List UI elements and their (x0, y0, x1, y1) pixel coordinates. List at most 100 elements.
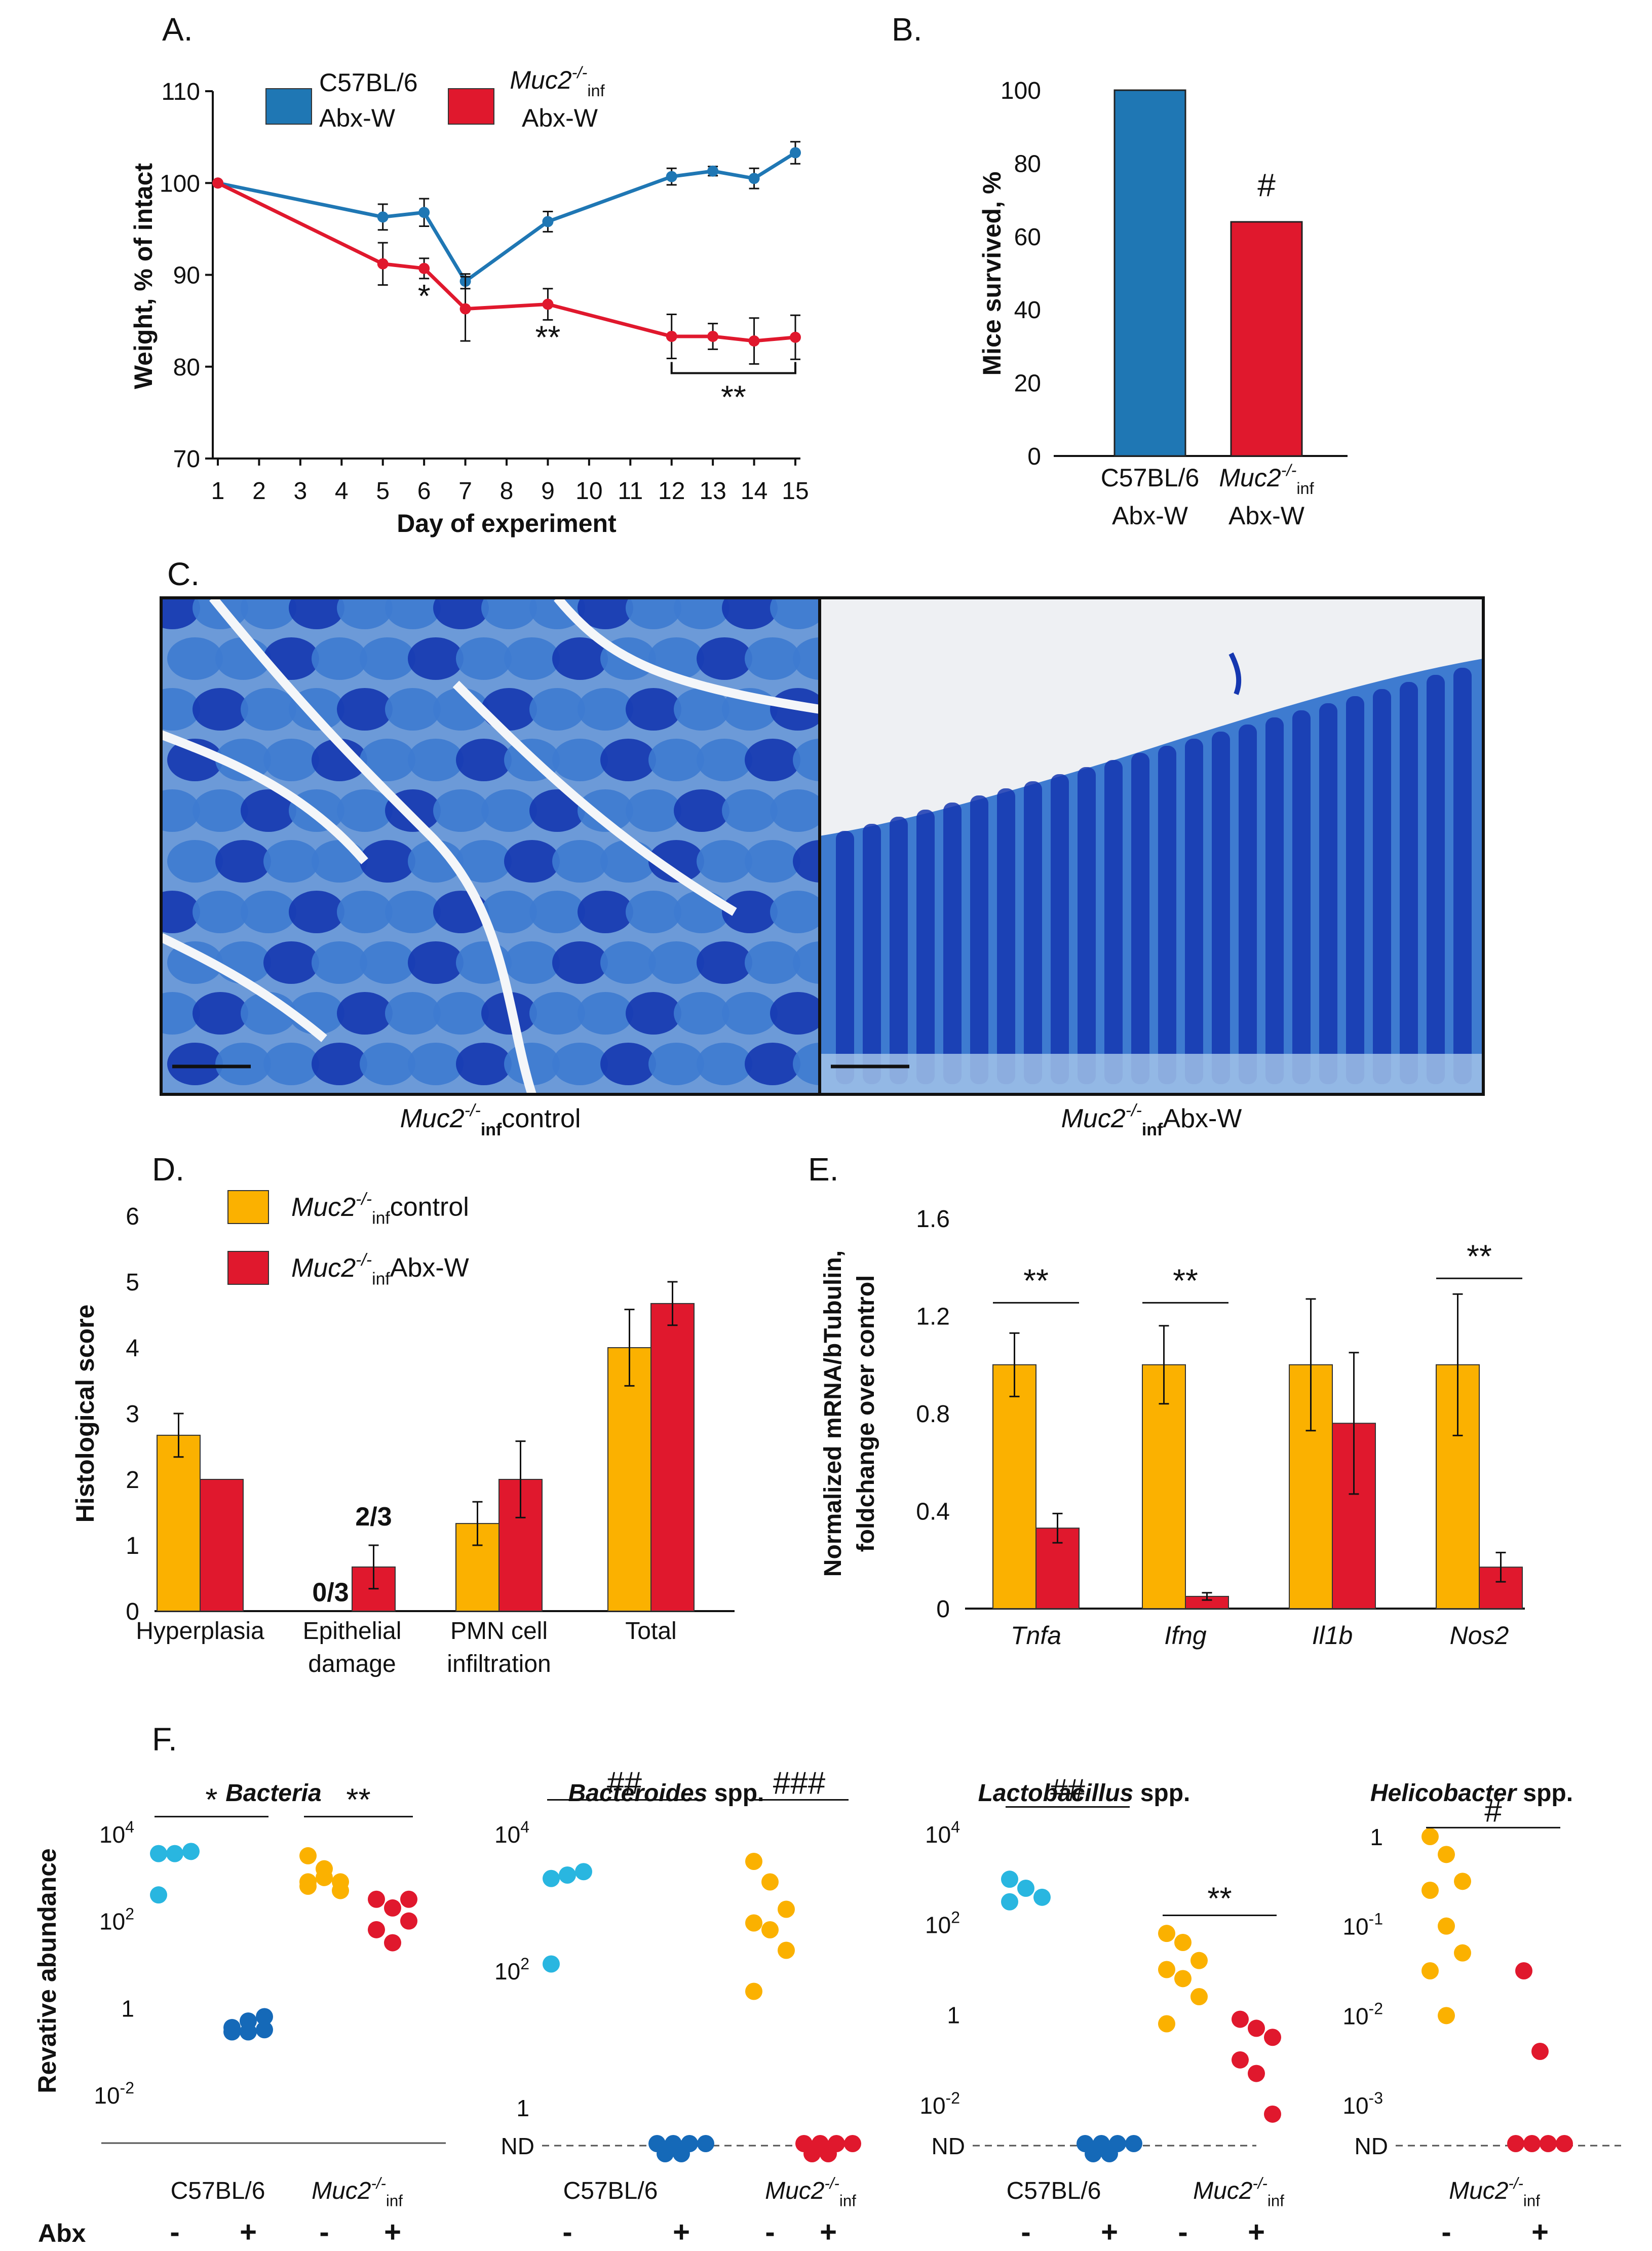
f-point (400, 1890, 417, 1908)
d-category-label-line1: PMN cell (450, 1618, 548, 1645)
histology-left-cell-cluster (161, 688, 200, 731)
histology-left-crypt-gap (161, 933, 327, 1042)
histology-left-cell-cluster (167, 840, 223, 883)
f-point (761, 1921, 779, 1938)
histology-right-villus (836, 831, 854, 1084)
e-y-tick-label: 1.6 (916, 1206, 950, 1233)
f-y-tick-label: 10-3 (1342, 2089, 1383, 2119)
f-group-label: Muc2-/-inf (765, 2174, 856, 2210)
b-significance-mark: # (1257, 167, 1276, 203)
histology-left-cell-cluster (600, 739, 656, 781)
e-y-axis-label-line1: Normalized mRNA/bTubulin, (820, 1250, 847, 1577)
a-x-tick-label: 5 (376, 478, 390, 505)
f-abx-sign: - (1178, 2216, 1187, 2248)
a-point (790, 331, 801, 343)
f-point (1248, 2019, 1265, 2037)
a-point (748, 335, 760, 347)
histology-left-cell-cluster (289, 891, 344, 933)
histology-left-cell-cluster (408, 637, 464, 680)
histology-left-cell-cluster (745, 1043, 800, 1085)
histology-left-cell-cluster (697, 637, 752, 680)
d-y-tick-label: 2 (126, 1467, 139, 1494)
histology-right-villus (1373, 689, 1391, 1084)
histology-left-cell-cluster (193, 992, 248, 1035)
f-abx-sign: + (1101, 2216, 1118, 2248)
histology-frame (160, 596, 1485, 1096)
histology-left-cell-cluster (745, 739, 800, 781)
f-nd-point (1540, 2135, 1557, 2152)
f-point (150, 1886, 167, 1904)
histology-left-cell-cluster (722, 891, 778, 933)
e-significance-mark: ** (1023, 1262, 1049, 1299)
a-y-axis-label: Weight, % of intact (129, 163, 158, 390)
histology-left-cell-cluster (241, 598, 296, 629)
f-abx-sign: + (1531, 2216, 1549, 2248)
d-bar (607, 1347, 651, 1612)
histology-left-cell-cluster (793, 941, 820, 984)
histology-left-cell-cluster (529, 789, 585, 832)
histology-right-villus (1104, 760, 1123, 1084)
a-legend-label-line2: Abx-W (319, 104, 396, 132)
histology-left-cell-cluster (529, 891, 585, 933)
d-y-tick-label: 5 (126, 1269, 139, 1296)
b-y-tick-label: 100 (1001, 78, 1041, 104)
histology-right-villus (863, 824, 881, 1084)
a-x-tick-label: 2 (252, 478, 266, 505)
histology-left-cell-cluster (552, 637, 608, 680)
f-nd-point (1109, 2135, 1126, 2152)
histology-left-crypt-gap (554, 598, 820, 714)
f-point (256, 2008, 273, 2026)
f-y-tick-label: 102 (494, 1955, 529, 1985)
histology-right-villus (943, 803, 962, 1084)
histology-left-cell-cluster (648, 840, 704, 883)
e-category-label: Nos2 (1450, 1621, 1509, 1650)
f-nd-label: ND (932, 2133, 965, 2159)
a-x-tick-label: 13 (699, 478, 726, 505)
f-abx-sign: - (765, 2216, 775, 2248)
histology-left-cell-cluster (360, 637, 415, 680)
histology-right-villus (1158, 746, 1176, 1084)
histology-left-cell-cluster (263, 739, 319, 781)
a-legend-label-line1: Muc2-/-inf (510, 63, 605, 100)
f-point (778, 1900, 795, 1918)
histology-left-cell-cluster (578, 891, 633, 933)
histology-left-cell-cluster (161, 891, 200, 933)
a-significance-mark: * (418, 278, 431, 314)
f-point (1158, 2015, 1175, 2033)
d-legend-label-1: Muc2-/-infAbx-W (291, 1250, 469, 1288)
f-point (559, 1866, 576, 1884)
d-y-tick-label: 6 (126, 1203, 139, 1230)
d-legend-label-0: Muc2-/-infcontrol (291, 1190, 469, 1228)
b-y-axis-label: Mice survived, % (978, 172, 1006, 376)
histology-left-cell-cluster (722, 789, 778, 832)
f-point (778, 1941, 795, 1959)
f-group-label: Muc2-/-inf (312, 2174, 403, 2210)
f-y-axis-label: Revative abundance (33, 1848, 61, 2093)
d-category-label-line2: infiltration (447, 1651, 551, 1677)
f-significance-mark: ** (346, 1783, 370, 1818)
histology-left-cell-cluster (793, 1043, 820, 1085)
e-y-tick-label: 1.2 (916, 1304, 950, 1330)
f-y-tick-label: 104 (99, 1818, 134, 1848)
e-category-label: Tnfa (1011, 1621, 1061, 1650)
histology-left-cell-cluster (552, 739, 608, 781)
histology-left-cell-cluster (312, 637, 367, 680)
f-y-tick-label: 102 (925, 1908, 960, 1938)
a-legend-swatch-0 (265, 88, 312, 125)
histology-left-cell-cluster (504, 637, 560, 680)
f-significance-mark: ** (1207, 1882, 1232, 1917)
histology-right-fragment (1228, 652, 1242, 695)
histology-left-cell-cluster (167, 1043, 223, 1085)
panel-c-histology: Muc2-/-infcontrol Muc2-/-infAbx-W (160, 596, 1485, 1139)
f-y-tick-label: 10-1 (1342, 1910, 1383, 1940)
a-legend-label-line2: Abx-W (522, 104, 598, 132)
f-abx-sign: - (1441, 2216, 1451, 2248)
panel-c-letter: C. (167, 556, 200, 592)
histology-left-cell-cluster (385, 992, 441, 1035)
histology-left-cell-cluster (674, 688, 729, 731)
f-abx-sign: - (1021, 2216, 1030, 2248)
a-point (707, 165, 719, 177)
histology-left-cell-cluster (529, 992, 585, 1035)
d-legend-swatch-0 (227, 1190, 269, 1224)
